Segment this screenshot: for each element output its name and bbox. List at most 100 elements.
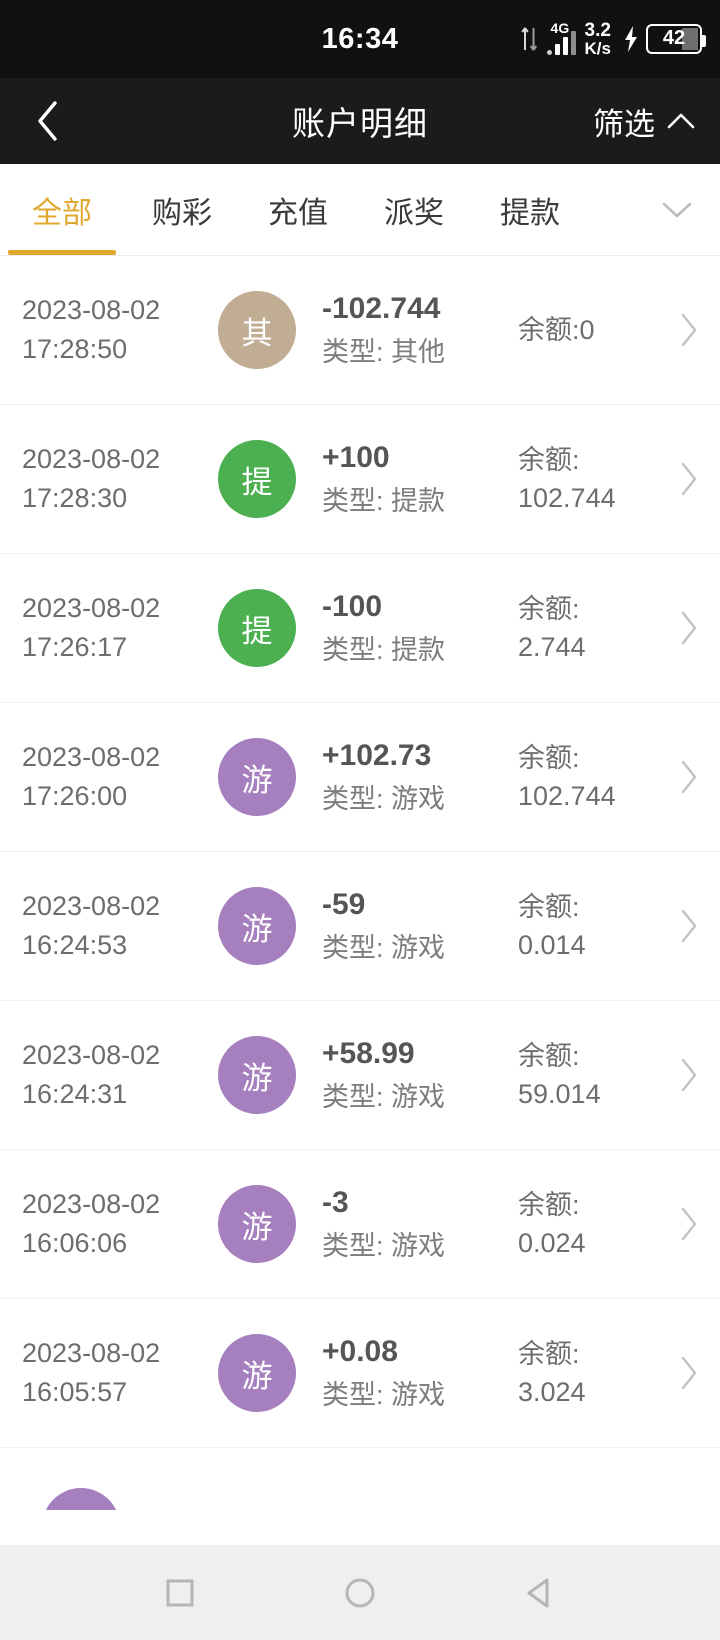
chevron-left-icon <box>38 101 57 141</box>
signal-bars-icon: 4G <box>546 21 576 55</box>
chevron-right-icon <box>681 909 697 943</box>
back-nav-button[interactable] <box>505 1558 575 1628</box>
back-triangle-icon <box>527 1578 549 1607</box>
tab-all[interactable]: 全部 <box>0 164 124 255</box>
transaction-amount: -100 <box>322 590 383 624</box>
table-row[interactable]: 2023-08-02 16:24:31 游 +58.99 类型: 游戏 余额: 59.014 <box>0 1001 720 1150</box>
tab-label: 派奖 <box>384 196 444 230</box>
transaction-balance: 余额: 59.014 <box>518 1037 666 1114</box>
home-button[interactable] <box>325 1558 395 1628</box>
balance-line-1: 余额: <box>518 1338 580 1369</box>
tab-purchase[interactable]: 购彩 <box>124 164 240 255</box>
transaction-balance: 余额: 3.024 <box>518 1335 666 1412</box>
transaction-datetime: 2023-08-02 17:26:17 <box>22 589 198 668</box>
transaction-main: -100 类型: 提款 <box>322 588 518 668</box>
avatar-label: 游 <box>241 762 273 798</box>
transaction-type: 类型: 游戏 <box>322 1379 446 1410</box>
transaction-datetime: 2023-08-02 16:06:06 <box>22 1185 198 1264</box>
transaction-list[interactable]: 2023-08-02 17:28:50 其 -102.744 类型: 其他 余额:0 202… <box>0 256 720 1545</box>
transaction-time: 17:26:17 <box>22 632 128 662</box>
balance-line-1: 余额: <box>518 742 580 773</box>
avatar-label: 游 <box>241 1358 273 1394</box>
transaction-type: 类型: 游戏 <box>322 1230 446 1261</box>
status-icons: 4G 3.2 K/s 42 <box>520 20 706 57</box>
status-bar: 16:34 4G 3.2 K/s 42 <box>0 0 720 78</box>
table-row[interactable]: 2023-08-02 17:28:30 提 +100 类型: 提款 余额: 102.744 <box>0 405 720 554</box>
chevron-down-icon <box>662 202 692 217</box>
transaction-time: 17:26:00 <box>22 781 128 811</box>
chevron-right-icon <box>681 1207 697 1241</box>
transaction-type-avatar: 游 <box>218 1036 296 1114</box>
transaction-time: 16:06:06 <box>22 1228 128 1258</box>
transaction-type: 类型: 提款 <box>322 634 446 665</box>
back-button[interactable] <box>22 95 74 147</box>
transaction-time: 16:24:53 <box>22 930 128 960</box>
transaction-main: +100 类型: 提款 <box>322 439 518 519</box>
filter-button[interactable]: 筛选 <box>593 99 696 144</box>
balance-line-1: 余额: <box>518 444 580 475</box>
tabs-expand-button[interactable] <box>634 164 720 255</box>
row-chevron[interactable] <box>666 1206 700 1242</box>
chevron-right-icon <box>681 611 697 645</box>
transaction-main: -3 类型: 游戏 <box>322 1184 518 1264</box>
tab-prize[interactable]: 派奖 <box>356 164 472 255</box>
row-chevron[interactable] <box>666 461 700 497</box>
transaction-datetime: 2023-08-02 16:05:57 <box>22 1334 198 1413</box>
table-row[interactable]: 2023-08-02 16:24:53 游 -59 类型: 游戏 余额: 0.014 <box>0 852 720 1001</box>
transaction-type-avatar: 游 <box>42 1488 120 1510</box>
avatar-label: 游 <box>241 911 273 947</box>
tab-label: 提款 <box>500 196 560 230</box>
filter-label: 筛选 <box>593 106 655 142</box>
row-chevron[interactable] <box>666 312 700 348</box>
transaction-date: 2023-08-02 <box>22 592 161 623</box>
tab-label: 全部 <box>32 196 92 230</box>
table-row[interactable]: 2023-08-02 16:05:57 游 +0.08 类型: 游戏 余额: 3.024 <box>0 1299 720 1448</box>
chevron-right-icon <box>681 1058 697 1092</box>
transaction-amount: -102.744 <box>322 292 441 326</box>
row-chevron[interactable] <box>666 1057 700 1093</box>
recent-apps-button[interactable] <box>145 1558 215 1628</box>
transaction-type: 类型: 提款 <box>322 485 446 516</box>
data-transfer-icon <box>520 27 537 51</box>
transaction-main: +102.73 类型: 游戏 <box>322 737 518 817</box>
transaction-datetime: 2023-08-02 17:28:50 <box>22 291 198 370</box>
tab-recharge[interactable]: 充值 <box>240 164 356 255</box>
transaction-balance: 余额: 102.744 <box>518 739 666 816</box>
status-clock: 16:34 <box>321 22 399 55</box>
row-chevron[interactable] <box>666 610 700 646</box>
table-row[interactable]: 2023-08-02 17:26:00 游 +102.73 类型: 游戏 余额: 102.7… <box>0 703 720 852</box>
table-row-partial[interactable]: 游 <box>0 1448 720 1510</box>
balance-line-2: 3.024 <box>518 1377 586 1407</box>
row-chevron[interactable] <box>666 908 700 944</box>
battery-percent: 42 <box>662 27 686 50</box>
charging-bolt-icon <box>625 25 637 52</box>
transaction-type: 类型: 游戏 <box>322 932 446 963</box>
tab-withdraw[interactable]: 提款 <box>472 164 588 255</box>
transaction-main: -59 类型: 游戏 <box>322 886 518 966</box>
balance-line-1: 余额: <box>518 1040 580 1071</box>
avatar-label: 提 <box>241 613 273 649</box>
transaction-balance: 余额: 0.014 <box>518 888 666 965</box>
balance-line-1: 余额: <box>518 1189 580 1220</box>
row-chevron[interactable] <box>666 1355 700 1391</box>
balance-line-2: 0.024 <box>518 1228 586 1258</box>
transaction-type: 类型: 其他 <box>322 336 446 367</box>
transaction-main: -102.744 类型: 其他 <box>322 290 518 370</box>
chevron-right-icon <box>681 313 697 347</box>
transaction-type-avatar: 游 <box>218 1185 296 1263</box>
row-chevron[interactable] <box>666 759 700 795</box>
table-row[interactable]: 2023-08-02 17:26:17 提 -100 类型: 提款 余额: 2.744 <box>0 554 720 703</box>
avatar-label: 游 <box>66 1505 97 1511</box>
transaction-date: 2023-08-02 <box>22 443 161 474</box>
transaction-date: 2023-08-02 <box>22 294 161 325</box>
transaction-time: 16:24:31 <box>22 1079 128 1109</box>
transaction-time: 17:28:30 <box>22 483 128 513</box>
transaction-balance: 余额: 2.744 <box>518 590 666 667</box>
table-row[interactable]: 2023-08-02 17:28:50 其 -102.744 类型: 其他 余额:0 <box>0 256 720 405</box>
recent-apps-square-icon <box>166 1579 194 1606</box>
transaction-amount: -3 <box>322 1186 349 1220</box>
chevron-right-icon <box>681 760 697 794</box>
transaction-date: 2023-08-02 <box>22 1039 161 1070</box>
table-row[interactable]: 2023-08-02 16:06:06 游 -3 类型: 游戏 余额: 0.024 <box>0 1150 720 1299</box>
transaction-amount: -59 <box>322 888 366 922</box>
